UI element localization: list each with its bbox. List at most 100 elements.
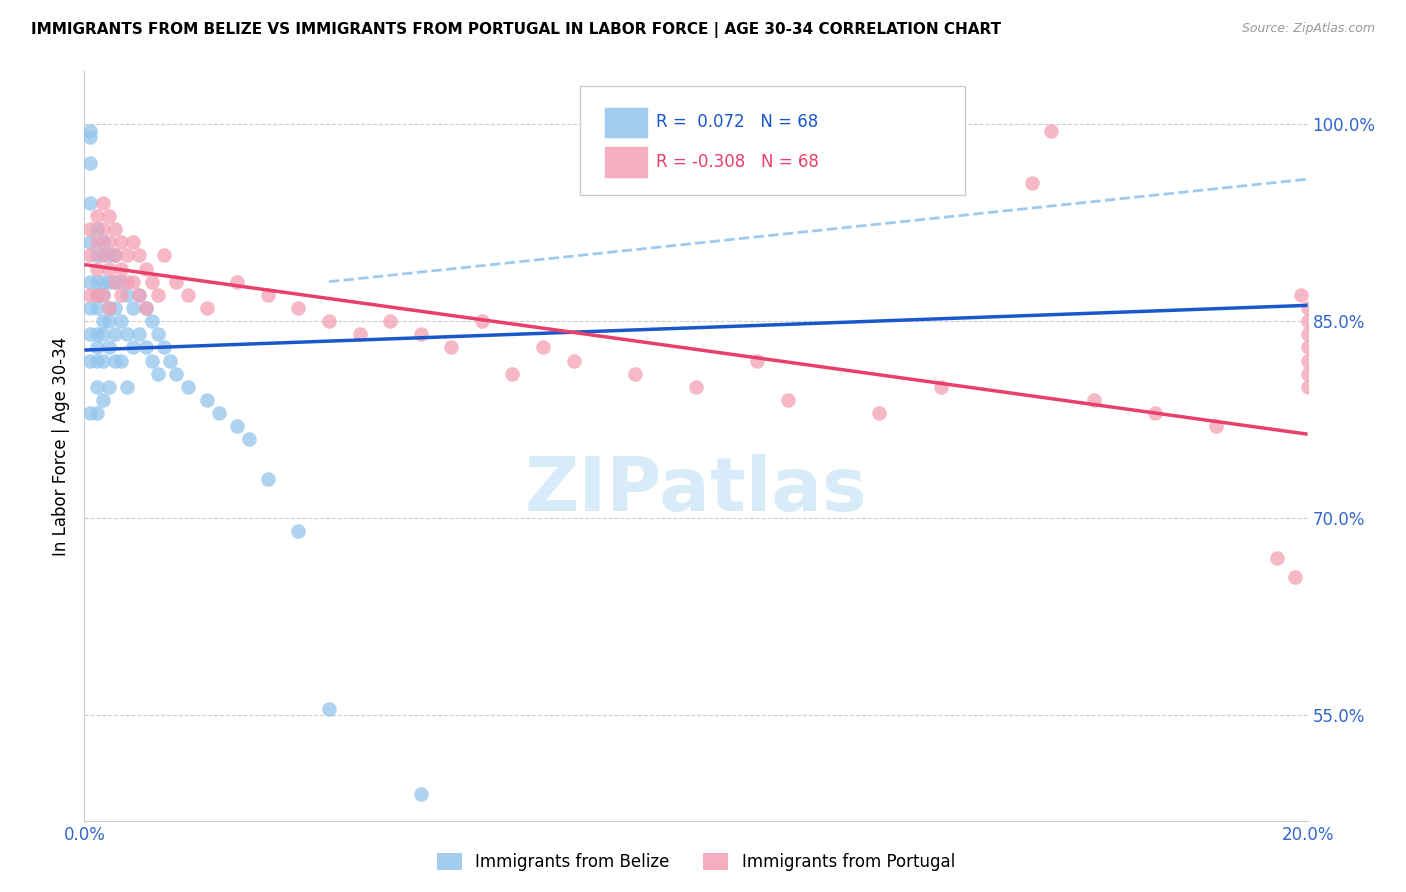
Point	[86, 327, 108, 342]
Point	[115, 275, 138, 289]
Point	[122, 275, 145, 289]
Point	[91, 222, 114, 236]
Point	[91, 195, 114, 210]
Point	[104, 301, 127, 315]
FancyBboxPatch shape	[605, 106, 648, 138]
Point	[91, 392, 114, 407]
Point	[1039, 123, 1062, 137]
Point	[257, 288, 280, 302]
Point	[91, 288, 114, 302]
Point	[146, 367, 169, 381]
Point	[91, 288, 114, 302]
Text: R =  0.072   N = 68: R = 0.072 N = 68	[655, 112, 818, 130]
Point	[349, 327, 371, 342]
Point	[115, 288, 138, 302]
Point	[1296, 367, 1319, 381]
Point	[91, 275, 114, 289]
Point	[79, 288, 101, 302]
Text: IMMIGRANTS FROM BELIZE VS IMMIGRANTS FROM PORTUGAL IN LABOR FORCE | AGE 30-34 CO: IMMIGRANTS FROM BELIZE VS IMMIGRANTS FRO…	[31, 22, 1001, 38]
Point	[1205, 419, 1227, 434]
Point	[380, 314, 402, 328]
Point	[159, 353, 181, 368]
Point	[318, 702, 340, 716]
Point	[153, 248, 176, 262]
Point	[91, 248, 114, 262]
Point	[97, 301, 120, 315]
Point	[685, 380, 707, 394]
Point	[1143, 406, 1166, 420]
Point	[208, 406, 231, 420]
Point	[104, 353, 127, 368]
Point	[86, 275, 108, 289]
Point	[1296, 380, 1319, 394]
Point	[141, 314, 163, 328]
Point	[1296, 340, 1319, 354]
Point	[146, 327, 169, 342]
Point	[128, 327, 150, 342]
Point	[86, 248, 108, 262]
Point	[226, 419, 249, 434]
Point	[104, 248, 127, 262]
Point	[79, 275, 101, 289]
Point	[97, 235, 120, 250]
Point	[409, 327, 432, 342]
Point	[165, 275, 187, 289]
Point	[122, 301, 145, 315]
Point	[104, 275, 127, 289]
Point	[79, 195, 101, 210]
Point	[1296, 314, 1319, 328]
Point	[195, 392, 218, 407]
Point	[97, 275, 120, 289]
Point	[79, 130, 101, 145]
Point	[86, 353, 108, 368]
Point	[257, 472, 280, 486]
Point	[86, 209, 108, 223]
Point	[104, 222, 127, 236]
Point	[79, 123, 101, 137]
Point	[79, 406, 101, 420]
Point	[177, 288, 200, 302]
Point	[86, 301, 108, 315]
Point	[79, 327, 101, 342]
Point	[226, 275, 249, 289]
Point	[97, 314, 120, 328]
Point	[153, 340, 176, 354]
Point	[97, 380, 120, 394]
Point	[91, 235, 114, 250]
FancyBboxPatch shape	[605, 146, 648, 178]
Point	[1083, 392, 1105, 407]
Point	[79, 301, 101, 315]
Point	[1296, 327, 1319, 342]
Point	[1265, 550, 1288, 565]
Point	[562, 353, 585, 368]
Point	[91, 248, 114, 262]
Point	[128, 288, 150, 302]
Point	[122, 340, 145, 354]
Point	[97, 209, 120, 223]
Point	[79, 353, 101, 368]
Point	[104, 327, 127, 342]
Point	[440, 340, 463, 354]
Point	[1291, 288, 1313, 302]
Point	[146, 288, 169, 302]
Y-axis label: In Labor Force | Age 30-34: In Labor Force | Age 30-34	[52, 336, 70, 556]
Point	[135, 261, 157, 276]
Point	[318, 314, 340, 328]
Point	[141, 275, 163, 289]
Point	[104, 248, 127, 262]
Point	[115, 248, 138, 262]
Point	[86, 380, 108, 394]
Point	[91, 353, 114, 368]
Point	[747, 353, 769, 368]
Point	[135, 340, 157, 354]
Point	[86, 406, 108, 420]
FancyBboxPatch shape	[579, 87, 965, 195]
Point	[869, 406, 891, 420]
Point	[177, 380, 200, 394]
Point	[79, 248, 101, 262]
Point	[91, 314, 114, 328]
Point	[502, 367, 524, 381]
Point	[79, 222, 101, 236]
Point	[79, 156, 101, 170]
Text: ZIPatlas: ZIPatlas	[524, 454, 868, 527]
